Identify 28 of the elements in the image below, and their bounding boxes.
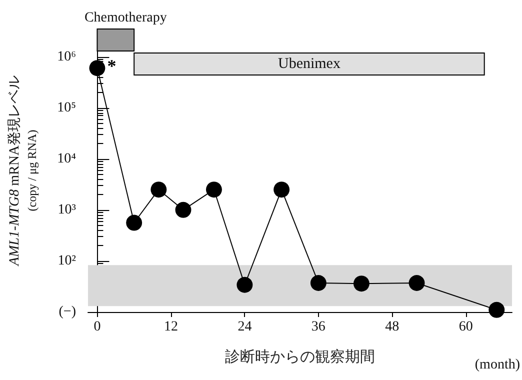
y-tick-label: 10³ xyxy=(58,202,76,218)
x-tick-label: 0 xyxy=(94,320,101,334)
band-label: Chemotherapy xyxy=(84,10,167,26)
x-tick-label: 48 xyxy=(385,320,400,334)
y-tick-label: 10⁵ xyxy=(57,100,76,116)
y-tick-label: 10⁶ xyxy=(57,49,76,64)
x-tick-label: 24 xyxy=(238,320,252,334)
point xyxy=(236,276,253,293)
band-label: Ubenimex xyxy=(278,56,341,72)
y-tick-label: 10² xyxy=(58,253,76,268)
y-tick-label: (−) xyxy=(58,304,76,320)
x-tick-label: 60 xyxy=(458,320,473,334)
point xyxy=(150,182,167,198)
point xyxy=(175,202,192,218)
point xyxy=(353,276,370,292)
point xyxy=(408,275,425,291)
point xyxy=(488,302,505,318)
point xyxy=(126,214,142,231)
point xyxy=(310,275,326,291)
annotation: * xyxy=(107,56,116,76)
text: (month) xyxy=(474,358,520,372)
x-axis-title: 診断時からの観察期間 xyxy=(225,348,375,366)
y-tick-label: 10⁴ xyxy=(57,151,76,166)
point xyxy=(206,182,222,198)
point xyxy=(89,60,106,76)
x-tick-label: 12 xyxy=(164,320,178,334)
x-tick-label: 36 xyxy=(311,320,326,334)
point xyxy=(274,182,290,198)
